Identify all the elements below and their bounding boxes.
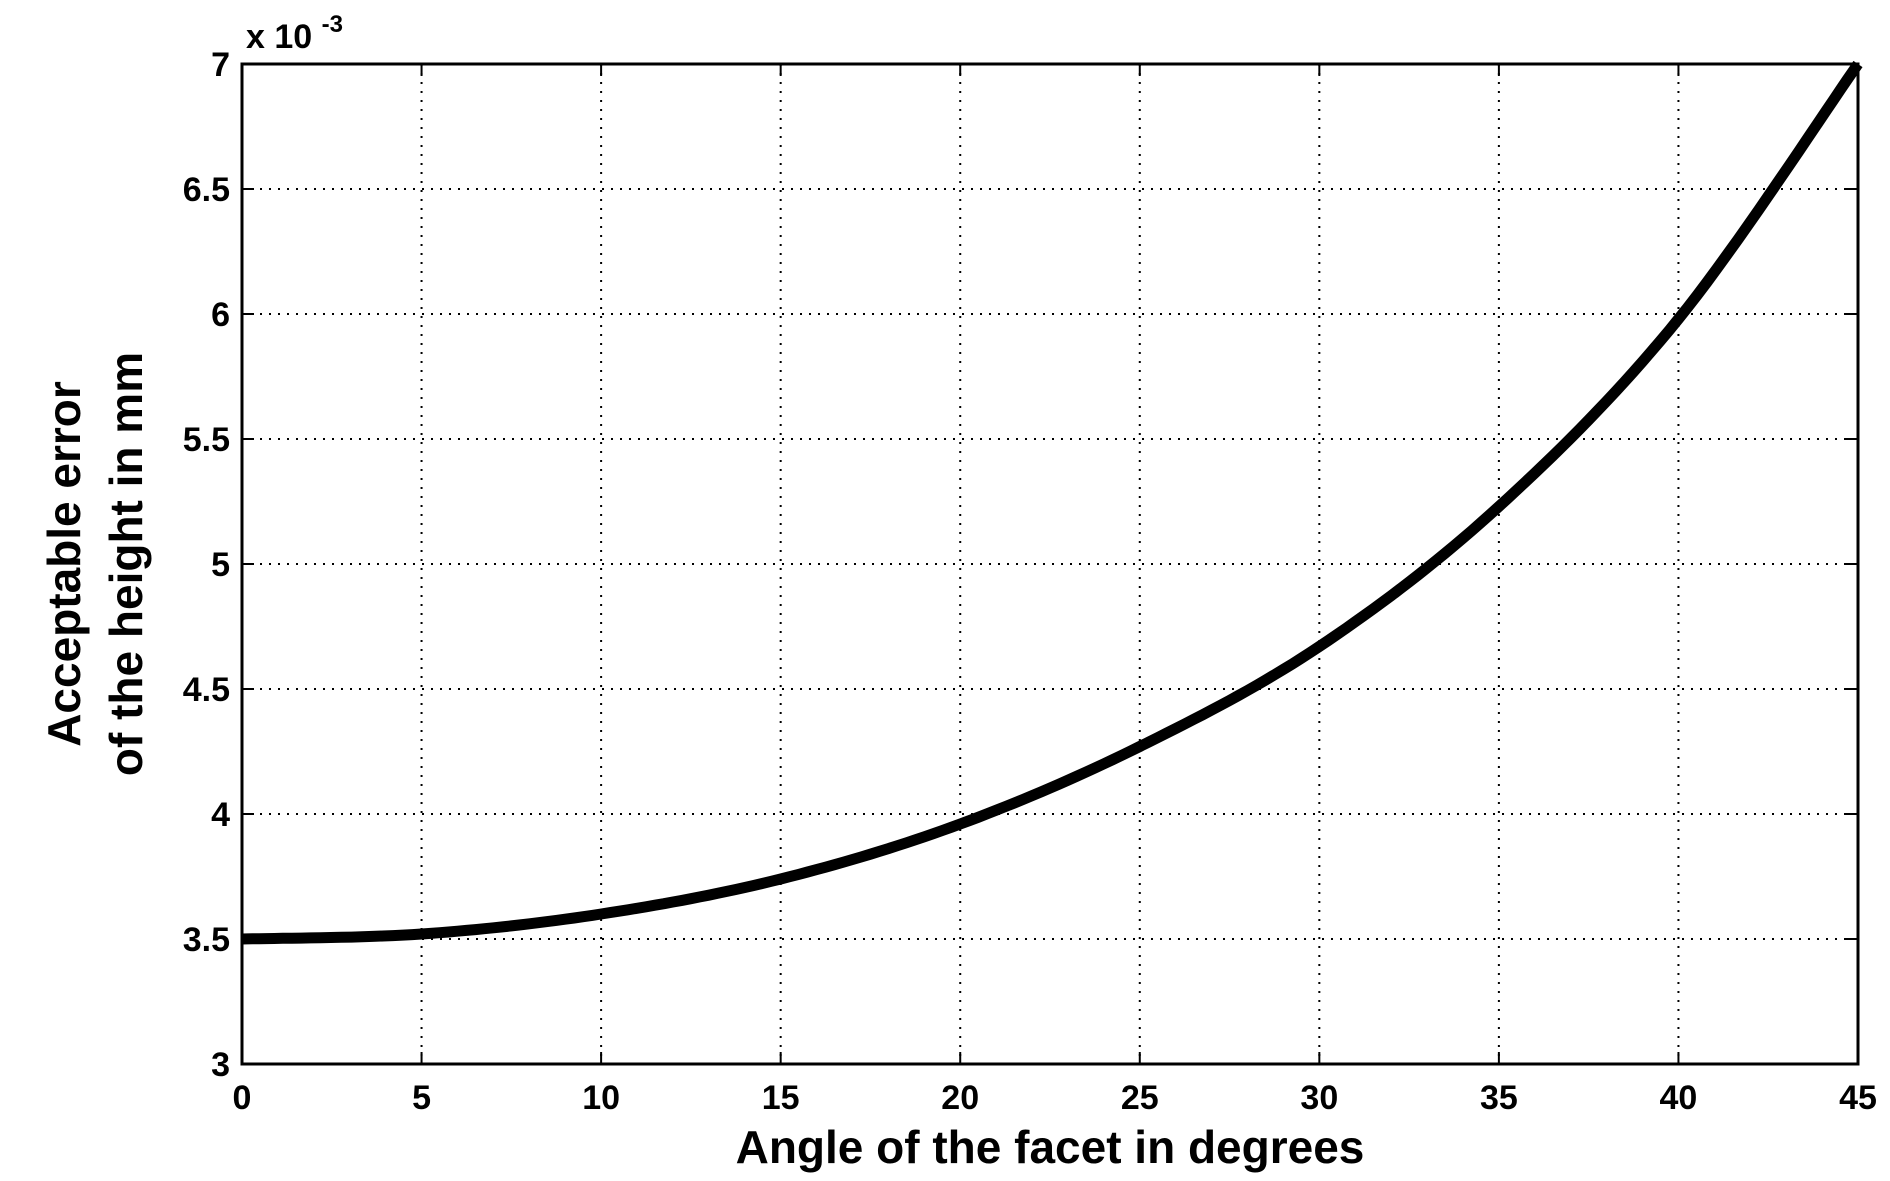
y-axis-multiplier-exponent: -3 <box>322 11 343 38</box>
x-tick-label: 45 <box>1839 1079 1877 1117</box>
x-tick-label: 15 <box>762 1079 800 1117</box>
x-tick-labels: 0 5 10 15 20 25 30 35 40 45 <box>233 1079 1877 1117</box>
x-tick-label: 35 <box>1480 1079 1518 1117</box>
y-tick-label: 3.5 <box>183 921 230 959</box>
y-tick-labels: 3 3.5 4 4.5 5 5.5 6 6.5 7 <box>183 46 230 1084</box>
y-axis-title-line-2: of the height in mm <box>100 352 152 776</box>
x-tick-label: 5 <box>412 1079 431 1117</box>
y-tick-label: 7 <box>211 46 230 84</box>
y-tick-label: 5.5 <box>183 421 230 459</box>
x-axis-title: Angle of the facet in degrees <box>736 1121 1365 1173</box>
y-tick-label: 6.5 <box>183 171 230 209</box>
x-tick-label: 30 <box>1300 1079 1338 1117</box>
y-tick-label: 4.5 <box>183 671 230 709</box>
series-line <box>241 60 1863 945</box>
y-axis-title: Acceptable error of the height in mm <box>38 352 152 776</box>
y-axis-title-line-1: Acceptable error <box>38 381 90 747</box>
series-lines <box>241 60 1863 945</box>
x-tick-label: 0 <box>233 1079 252 1117</box>
y-tick-label: 6 <box>211 296 230 334</box>
y-axis-multiplier-base: x 10 <box>246 18 312 56</box>
y-tick-label: 5 <box>211 546 230 584</box>
x-tick-label: 40 <box>1660 1079 1698 1117</box>
x-tick-label: 25 <box>1121 1079 1159 1117</box>
x-tick-label: 10 <box>582 1079 620 1117</box>
y-tick-label: 4 <box>211 796 230 834</box>
y-tick-label: 3 <box>211 1046 230 1084</box>
y-axis-multiplier: x 10 -3 <box>246 11 343 56</box>
x-tick-label: 20 <box>941 1079 979 1117</box>
